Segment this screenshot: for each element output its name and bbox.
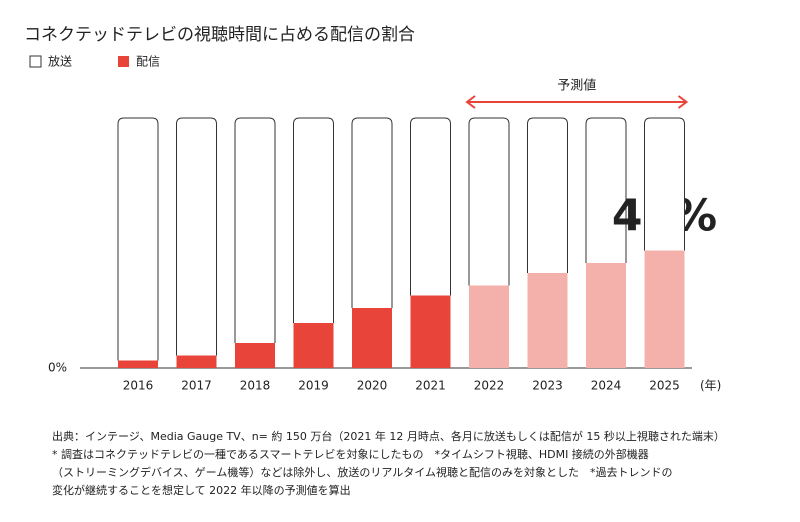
arrow-head <box>677 95 689 109</box>
bar-segment <box>176 355 217 368</box>
bar-segment <box>351 117 393 308</box>
bar-segment <box>527 117 568 273</box>
legend-label: 配信 <box>136 55 160 69</box>
footnote: （ストリーミングデバイス、ゲーム機等）などは除外し、放送のリアルタイム視聴と配信… <box>52 465 673 479</box>
x-tick-label: 2020 <box>357 379 388 393</box>
x-tick-label: 2021 <box>415 379 446 393</box>
legend-swatch <box>29 55 42 68</box>
bar-segment <box>644 117 685 251</box>
bar-segment <box>586 263 626 368</box>
bar-segment <box>469 285 509 368</box>
annotation-label: 予測値 <box>557 78 596 94</box>
bar-segment <box>644 250 685 368</box>
x-tick-label: 2019 <box>298 379 329 393</box>
x-unit: (年) <box>700 379 721 393</box>
bar-segment <box>118 360 158 368</box>
y-tick-label: 0% <box>48 361 67 375</box>
x-tick-label: 2017 <box>181 379 212 393</box>
bar-segment <box>293 117 334 323</box>
bar-segment <box>410 295 451 368</box>
footnote: * 調査はコネクテッドテレビの一種であるスマートテレビを対象にしたもの *タイム… <box>52 447 649 461</box>
bar-segment <box>234 117 276 343</box>
x-tick-label: 2022 <box>474 379 505 393</box>
bar-segment <box>235 343 275 368</box>
bar-segment <box>410 117 451 296</box>
x-tick-label: 2018 <box>240 379 271 393</box>
bar-segment <box>468 117 510 286</box>
bar-segment <box>352 308 392 368</box>
bar-segment <box>117 117 159 361</box>
legend-swatch <box>118 56 129 67</box>
bar-segment <box>293 323 334 368</box>
bar-segment <box>176 117 217 356</box>
footnote: 出典：インテージ、Media Gauge TV、n= 約 150 万台（2021… <box>52 429 725 443</box>
x-tick-label: 2016 <box>123 379 154 393</box>
bar-segment <box>585 117 627 263</box>
x-tick-label: 2024 <box>591 379 622 393</box>
x-tick-label: 2023 <box>532 379 563 393</box>
bar-segment <box>527 273 568 368</box>
chart-title: コネクテッドテレビの視聴時間に占める配信の割合 <box>24 25 415 45</box>
legend-label: 放送 <box>48 54 72 69</box>
x-tick-label: 2025 <box>649 379 680 393</box>
footnote: 変化が継続することを想定して 2022 年以降の予測値を算出 <box>52 483 351 497</box>
arrow-head <box>465 95 476 109</box>
